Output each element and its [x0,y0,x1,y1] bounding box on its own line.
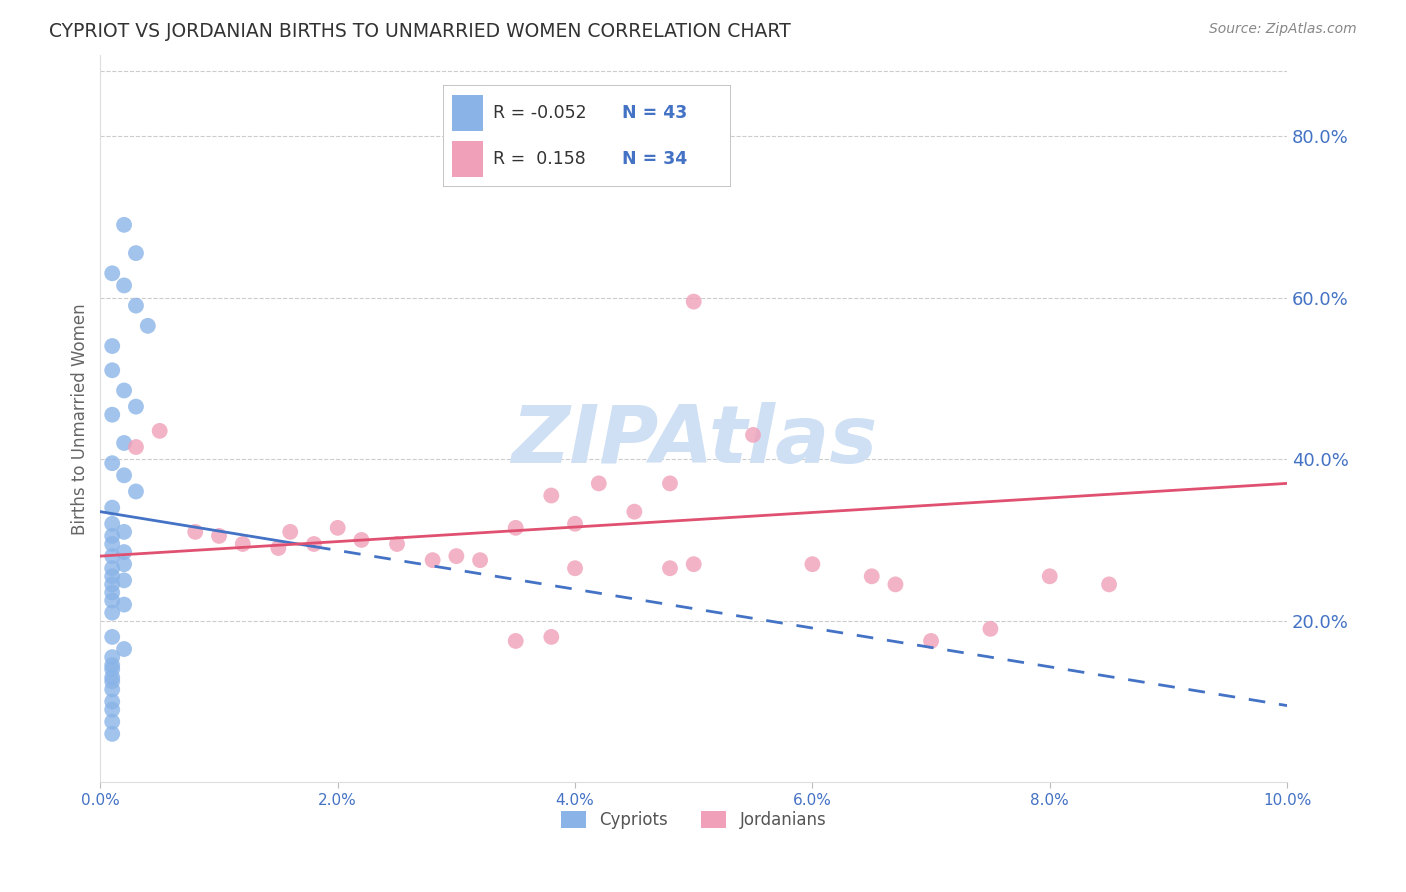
Point [208,529,231,543]
Point [125,440,148,454]
Point [540,489,562,503]
Point [101,549,124,563]
FancyBboxPatch shape [451,141,484,177]
Point [112,524,135,539]
Point [101,408,124,422]
Y-axis label: Births to Unmarried Women: Births to Unmarried Women [72,303,89,534]
Point [278,524,301,539]
Point [125,484,148,499]
Point [623,505,645,519]
Point [101,456,124,470]
Point [101,363,124,377]
Point [125,400,148,414]
Point [101,577,124,591]
Point [101,606,124,620]
Point [326,521,349,535]
Point [101,339,124,353]
Point [136,318,159,333]
Point [564,561,586,575]
Point [112,557,135,571]
Point [101,694,124,708]
Point [101,703,124,717]
Point [422,553,444,567]
Point [588,476,610,491]
Point [860,569,883,583]
Point [302,537,325,551]
Point [101,516,124,531]
Point [184,524,207,539]
Point [112,598,135,612]
Point [101,670,124,684]
Text: N = 43: N = 43 [621,104,688,122]
Point [112,468,135,483]
Point [385,537,408,551]
Point [101,593,124,607]
Point [101,650,124,665]
Point [446,549,468,563]
Point [101,630,124,644]
Point [232,537,254,551]
Legend: Cypriots, Jordanians: Cypriots, Jordanians [554,805,834,836]
Point [101,662,124,676]
Point [101,569,124,583]
Point [101,529,124,543]
Point [101,727,124,741]
Point [1098,577,1121,591]
Point [112,436,135,450]
Point [112,642,135,657]
Text: CYPRIOT VS JORDANIAN BIRTHS TO UNMARRIED WOMEN CORRELATION CHART: CYPRIOT VS JORDANIAN BIRTHS TO UNMARRIED… [49,22,792,41]
Point [505,634,527,648]
Point [659,561,682,575]
Point [350,533,373,547]
Point [101,537,124,551]
Point [1039,569,1062,583]
Point [682,557,704,571]
Point [101,658,124,673]
Text: R =  0.158: R = 0.158 [494,150,586,168]
Point [112,218,135,232]
Point [125,299,148,313]
FancyBboxPatch shape [451,95,484,131]
Point [659,476,682,491]
Point [101,682,124,697]
Point [979,622,1001,636]
Point [742,428,765,442]
Point [884,577,907,591]
Point [267,541,290,555]
Point [101,585,124,599]
Text: Source: ZipAtlas.com: Source: ZipAtlas.com [1209,22,1357,37]
Point [112,278,135,293]
Point [112,574,135,588]
Point [101,266,124,280]
Point [468,553,491,567]
Point [125,246,148,260]
Text: ZIPAtlas: ZIPAtlas [510,401,877,480]
Point [505,521,527,535]
Point [101,561,124,575]
Point [101,714,124,729]
Point [801,557,824,571]
Text: R = -0.052: R = -0.052 [494,104,586,122]
Point [101,674,124,689]
Point [682,294,704,309]
FancyBboxPatch shape [443,85,731,187]
Point [564,516,586,531]
Point [112,545,135,559]
Point [920,634,942,648]
Point [112,384,135,398]
Point [540,630,562,644]
Text: N = 34: N = 34 [621,150,688,168]
Point [101,500,124,515]
Point [149,424,172,438]
